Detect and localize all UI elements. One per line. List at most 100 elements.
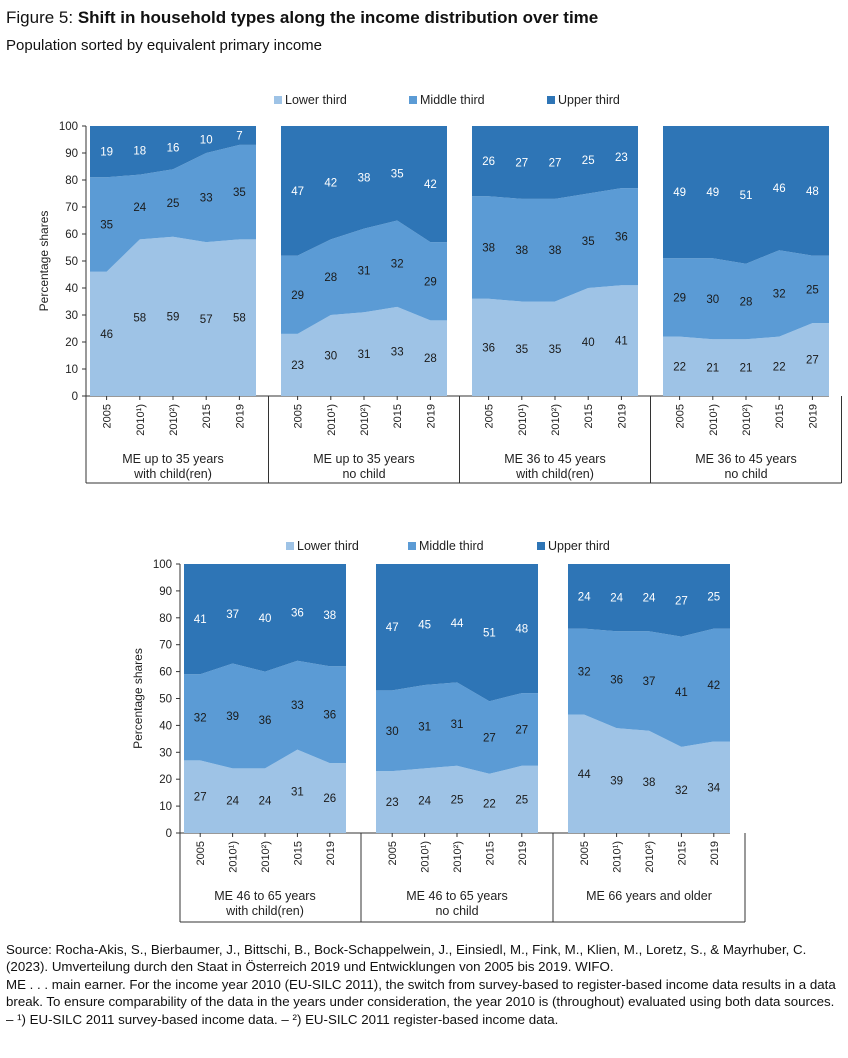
y-tick-label: 50	[159, 694, 172, 706]
data-label: 23	[386, 797, 399, 809]
data-label: 40	[582, 337, 595, 349]
data-label: 27	[675, 595, 688, 607]
y-tick-label: 80	[65, 175, 78, 187]
x-tick-label: 2010²)	[359, 404, 371, 436]
y-tick-label: 100	[153, 559, 172, 571]
y-tick-label: 10	[159, 801, 172, 813]
x-tick-label: 2015	[774, 404, 786, 428]
area-middle-third	[90, 144, 256, 272]
area-middle-third	[472, 188, 638, 302]
y-tick-label: 10	[65, 364, 78, 376]
area-middle-third	[568, 628, 730, 747]
x-tick-label: 2005	[387, 841, 399, 865]
panel-label: ME 36 to 45 years	[695, 452, 796, 466]
x-tick-label: 2010¹)	[135, 404, 147, 436]
data-label: 49	[706, 187, 719, 199]
y-tick-label: 30	[159, 747, 172, 759]
data-label: 25	[515, 794, 528, 806]
data-label: 47	[386, 622, 399, 634]
x-tick-label: 2005	[102, 404, 114, 428]
data-label: 28	[424, 353, 437, 365]
source-footnote: ME . . . main earner. For the income yea…	[6, 976, 836, 1027]
area-upper-third	[90, 126, 256, 178]
y-tick-label: 70	[65, 202, 78, 214]
data-label: 25	[707, 591, 720, 603]
area-upper-third	[376, 564, 538, 702]
data-label: 35	[233, 187, 246, 199]
data-label: 24	[643, 593, 656, 605]
figure-title-prefix: Figure 5:	[6, 8, 78, 27]
data-label: 24	[610, 593, 623, 605]
data-label: 32	[773, 288, 786, 300]
figure-title: Figure 5: Shift in household types along…	[6, 7, 598, 29]
area-lower-third	[281, 306, 447, 396]
area-lower-third	[568, 714, 730, 833]
data-label: 19	[100, 147, 113, 159]
panel-label: with child(ren)	[515, 467, 594, 481]
x-tick-label: 2005	[293, 404, 305, 428]
y-tick-label: 50	[65, 256, 78, 268]
data-label: 42	[707, 680, 720, 692]
panel-label: ME 46 to 65 years	[214, 889, 315, 903]
data-label: 29	[673, 292, 686, 304]
data-label: 32	[675, 785, 688, 797]
x-tick-label: 2015	[676, 841, 688, 865]
panel-label: ME up to 35 years	[313, 452, 414, 466]
data-label: 58	[233, 313, 246, 325]
legend-label: Upper third	[558, 93, 620, 107]
data-label: 36	[482, 342, 495, 354]
data-label: 26	[323, 793, 336, 805]
figure-title-text: Shift in household types along the incom…	[77, 8, 599, 27]
x-tick-label: 2010¹)	[420, 841, 432, 873]
data-label: 41	[194, 614, 207, 626]
data-label: 46	[773, 183, 786, 195]
data-label: 45	[418, 620, 431, 632]
x-tick-label: 2005	[579, 841, 591, 865]
legend-label: Upper third	[548, 539, 610, 553]
data-label: 16	[167, 143, 180, 155]
area-upper-third	[184, 564, 346, 675]
x-tick-label: 2010²)	[452, 841, 464, 873]
data-label: 58	[133, 313, 146, 325]
data-label: 48	[806, 186, 819, 198]
data-label: 32	[578, 667, 591, 679]
data-label: 39	[226, 711, 239, 723]
x-tick-label: 2010¹)	[228, 841, 240, 873]
y-axis-label: Percentage shares	[37, 211, 51, 312]
y-tick-label: 40	[65, 283, 78, 295]
area-lower-third	[663, 323, 829, 396]
y-tick-label: 90	[65, 148, 78, 160]
data-label: 49	[673, 187, 686, 199]
chart-top: Lower third Middle third Upper third 0 10 20 3…	[37, 93, 842, 484]
data-label: 35	[549, 344, 562, 356]
data-label: 22	[773, 361, 786, 373]
data-label: 25	[451, 794, 464, 806]
legend-label: Middle third	[420, 93, 485, 107]
data-label: 42	[324, 178, 337, 190]
x-tick-label: 2019	[709, 841, 721, 865]
panel-label: with child(ren)	[133, 467, 212, 481]
area-middle-third	[376, 682, 538, 774]
data-label: 37	[226, 609, 239, 621]
data-label: 29	[291, 290, 304, 302]
area-upper-third	[281, 126, 447, 256]
data-label: 38	[482, 243, 495, 255]
x-tick-label: 2019	[807, 404, 819, 428]
panel-label: no child	[724, 467, 767, 481]
panel-label: ME 66 years and older	[586, 889, 712, 903]
data-label: 25	[167, 198, 180, 210]
legend-swatch	[537, 542, 545, 550]
area-middle-third	[281, 220, 447, 334]
data-label: 27	[194, 792, 207, 804]
legend-swatch	[409, 96, 417, 104]
data-label: 27	[515, 157, 528, 169]
panel-label: with child(ren)	[225, 904, 304, 918]
data-label: 30	[324, 351, 337, 363]
data-label: 31	[291, 786, 304, 798]
data-label: 29	[424, 276, 437, 288]
data-label: 38	[549, 245, 562, 257]
data-label: 35	[582, 236, 595, 248]
area-lower-third	[90, 236, 256, 396]
source-citation: Source: Rocha-Akis, S., Bierbaumer, J., …	[6, 942, 807, 975]
data-label: 28	[324, 272, 337, 284]
